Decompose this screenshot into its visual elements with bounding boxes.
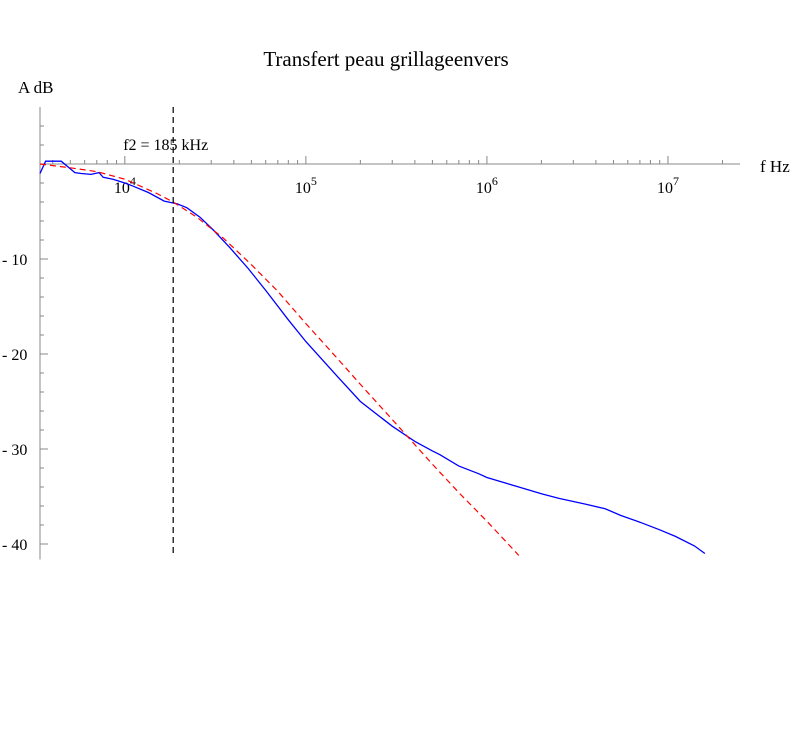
y-tick-label: - 20 [2,347,27,364]
axes [39,107,740,560]
x-tick-label: 104 [114,174,136,197]
y-tick-label: - 40 [2,537,27,554]
chart-title: Transfert peau grillageenvers [263,47,508,71]
x-axis-label: f Hz [760,157,790,176]
model-curve [39,163,520,556]
y-tick-label: - 10 [2,252,27,269]
x-tick-label: 106 [476,174,498,197]
cutoff-annotation: f2 = 185 kHz [123,137,208,154]
series-lines [39,107,706,556]
measured-curve [39,160,706,555]
y-axis-label: A dB [18,78,53,97]
annotations: f2 = 185 kHz [123,137,208,154]
y-ticks: - 10 - 20 - 30 - 40 [2,125,48,554]
x-tick-label: 105 [295,174,317,197]
y-tick-label: - 30 [2,442,27,459]
x-tick-label: 107 [657,174,679,197]
x-ticks: 104 105 106 107 [52,156,723,197]
